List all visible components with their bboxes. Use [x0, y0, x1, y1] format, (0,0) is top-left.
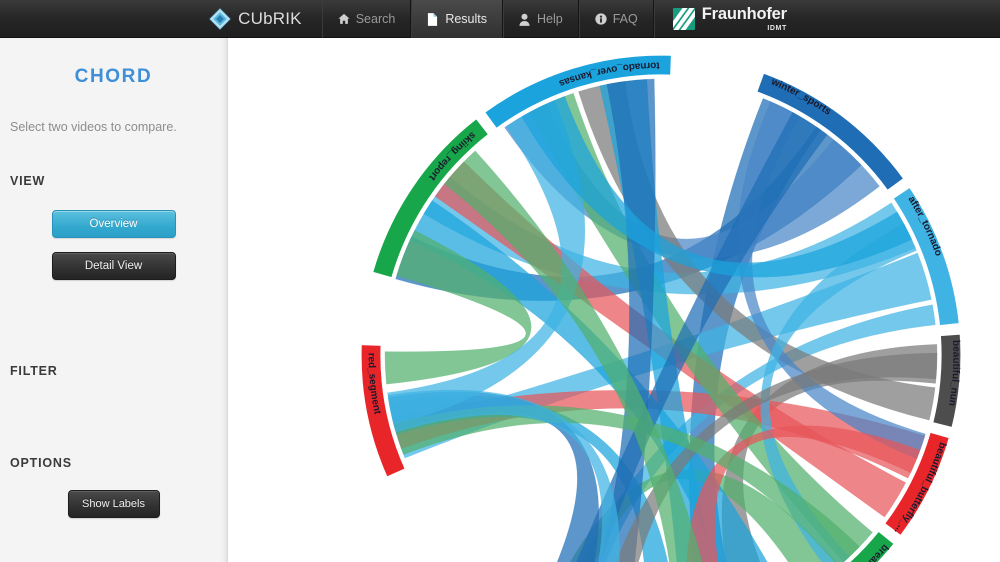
chord-ribbon[interactable]	[393, 405, 860, 562]
nav-label-help: Help	[537, 12, 563, 26]
chord-diagram[interactable]: winter_sportsafter_tornadobeautiful_nunb…	[229, 38, 1000, 562]
section-options: OPTIONS Show Labels	[0, 456, 227, 518]
chord-ribbon[interactable]	[387, 389, 620, 562]
chord-ribbon[interactable]	[521, 95, 913, 278]
detail-view-button-group: Detail View	[0, 238, 227, 280]
chord-ribbon[interactable]	[556, 112, 828, 562]
chord-group-arc[interactable]	[892, 186, 961, 327]
chord-group-arc[interactable]	[931, 333, 962, 429]
chord-group-arc[interactable]	[371, 117, 490, 279]
chord-group-arc[interactable]	[883, 431, 951, 537]
fraunhofer-text: Fraunhofer IDMT	[702, 6, 787, 33]
nav-item-help[interactable]: Help	[503, 0, 579, 38]
section-label-view: VIEW	[10, 174, 46, 188]
chord-diagram-container[interactable]: winter_sports after_tornado beautiful_nun b…	[229, 38, 1000, 562]
chord-ribbon[interactable]	[444, 150, 717, 562]
brand-logo[interactable]: CUbRIK	[209, 0, 322, 38]
nav-item-faq[interactable]: FAQ	[578, 0, 654, 38]
chord-ribbon[interactable]	[598, 352, 938, 562]
nav-item-search[interactable]: Search	[321, 0, 412, 38]
chord-ribbon[interactable]	[384, 230, 532, 385]
fraunhofer-logo[interactable]: Fraunhofer IDMT	[653, 0, 791, 38]
home-icon	[338, 13, 350, 26]
nav-item-results[interactable]: Results	[411, 0, 504, 38]
detail-view-button[interactable]: Detail View	[51, 252, 176, 280]
chord-group-arc[interactable]	[755, 72, 905, 192]
chord-ribbon[interactable]	[760, 223, 917, 562]
section-view: VIEW Overview Detail View	[0, 174, 227, 280]
document-icon	[427, 12, 439, 26]
info-icon	[595, 12, 607, 26]
diamond-logo-icon	[209, 8, 231, 30]
chord-ribbon[interactable]	[686, 425, 921, 562]
top-navigation-bar: CUbRIK Search Results Help	[0, 0, 1000, 38]
chord-group-arc[interactable]	[805, 530, 895, 562]
nav-label-search: Search	[355, 12, 396, 26]
overview-button[interactable]: Overview	[51, 210, 176, 238]
fraunhofer-logo-icon	[672, 8, 695, 30]
section-filter: FILTER	[0, 364, 227, 378]
view-buttons-group: Overview	[0, 188, 227, 238]
show-labels-button[interactable]: Show Labels	[67, 490, 160, 518]
panel-description: Select two videos to compare.	[10, 120, 177, 134]
brand-name: CUbRIK	[238, 9, 302, 28]
user-icon	[519, 13, 531, 26]
nav-inner: CUbRIK Search Results Help	[209, 0, 791, 38]
section-label-filter: FILTER	[10, 364, 58, 378]
options-buttons-group: Show Labels	[0, 470, 227, 518]
nav-label-faq: FAQ	[612, 12, 638, 26]
fraunhofer-institute: IDMT	[767, 25, 787, 33]
chord-group-arc[interactable]	[483, 54, 673, 130]
nav-label-results: Results	[445, 12, 488, 26]
chord-group-arc[interactable]	[360, 343, 406, 478]
control-sidebar: CHORD Select two videos to compare. VIEW…	[0, 38, 228, 562]
page-title: CHORD	[74, 66, 153, 87]
fraunhofer-name: Fraunhofer	[701, 4, 787, 23]
section-label-options: OPTIONS	[10, 456, 72, 470]
